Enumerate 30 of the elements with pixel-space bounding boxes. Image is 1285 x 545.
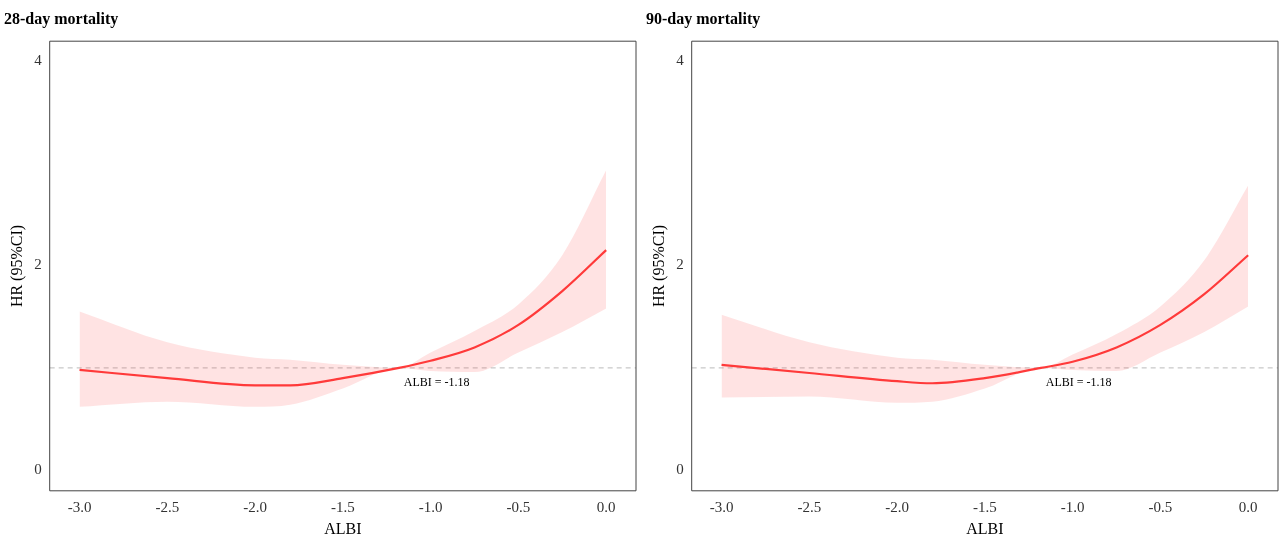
x-tick-label: -2.5 [155,498,180,515]
x-tick-label: -3.0 [67,498,92,515]
y-tick-label: 0 [676,461,684,478]
chart-title: 90-day mortality [646,9,761,28]
x-axis-title: ALBI [324,519,362,537]
y-tick-label: 2 [676,256,684,273]
y-axis-title: HR (95%CI) [7,224,26,308]
x-tick-label: -0.5 [1148,498,1173,515]
y-tick-label: 2 [34,256,42,273]
annotation: ALBI = -1.18 [403,375,470,390]
x-tick-label: -1.0 [1060,498,1085,515]
x-tick-label: -1.5 [972,498,997,515]
x-tick-label: 0.0 [596,498,616,515]
x-tick-label: -1.0 [418,498,443,515]
x-tick-label: -2.0 [243,498,267,515]
x-axis-title: ALBI [966,519,1004,537]
line-series [720,254,1250,385]
x-tick-label: -2.5 [797,498,822,515]
y-axis-title: HR (95%CI) [649,224,668,308]
y-tick-label: 4 [34,51,43,68]
y-tick-label: 4 [676,51,685,68]
x-tick-label: -0.5 [506,498,531,515]
x-tick-label: -2.0 [885,498,909,515]
x-tick-label: -3.0 [709,498,734,515]
annotation: ALBI = -1.18 [1045,375,1112,390]
y-tick-label: 0 [34,461,42,478]
x-tick-label: -1.5 [330,498,355,515]
chart-title: 28-day mortality [4,9,119,28]
x-tick-label: 0.0 [1238,498,1258,515]
line-series [78,249,608,387]
